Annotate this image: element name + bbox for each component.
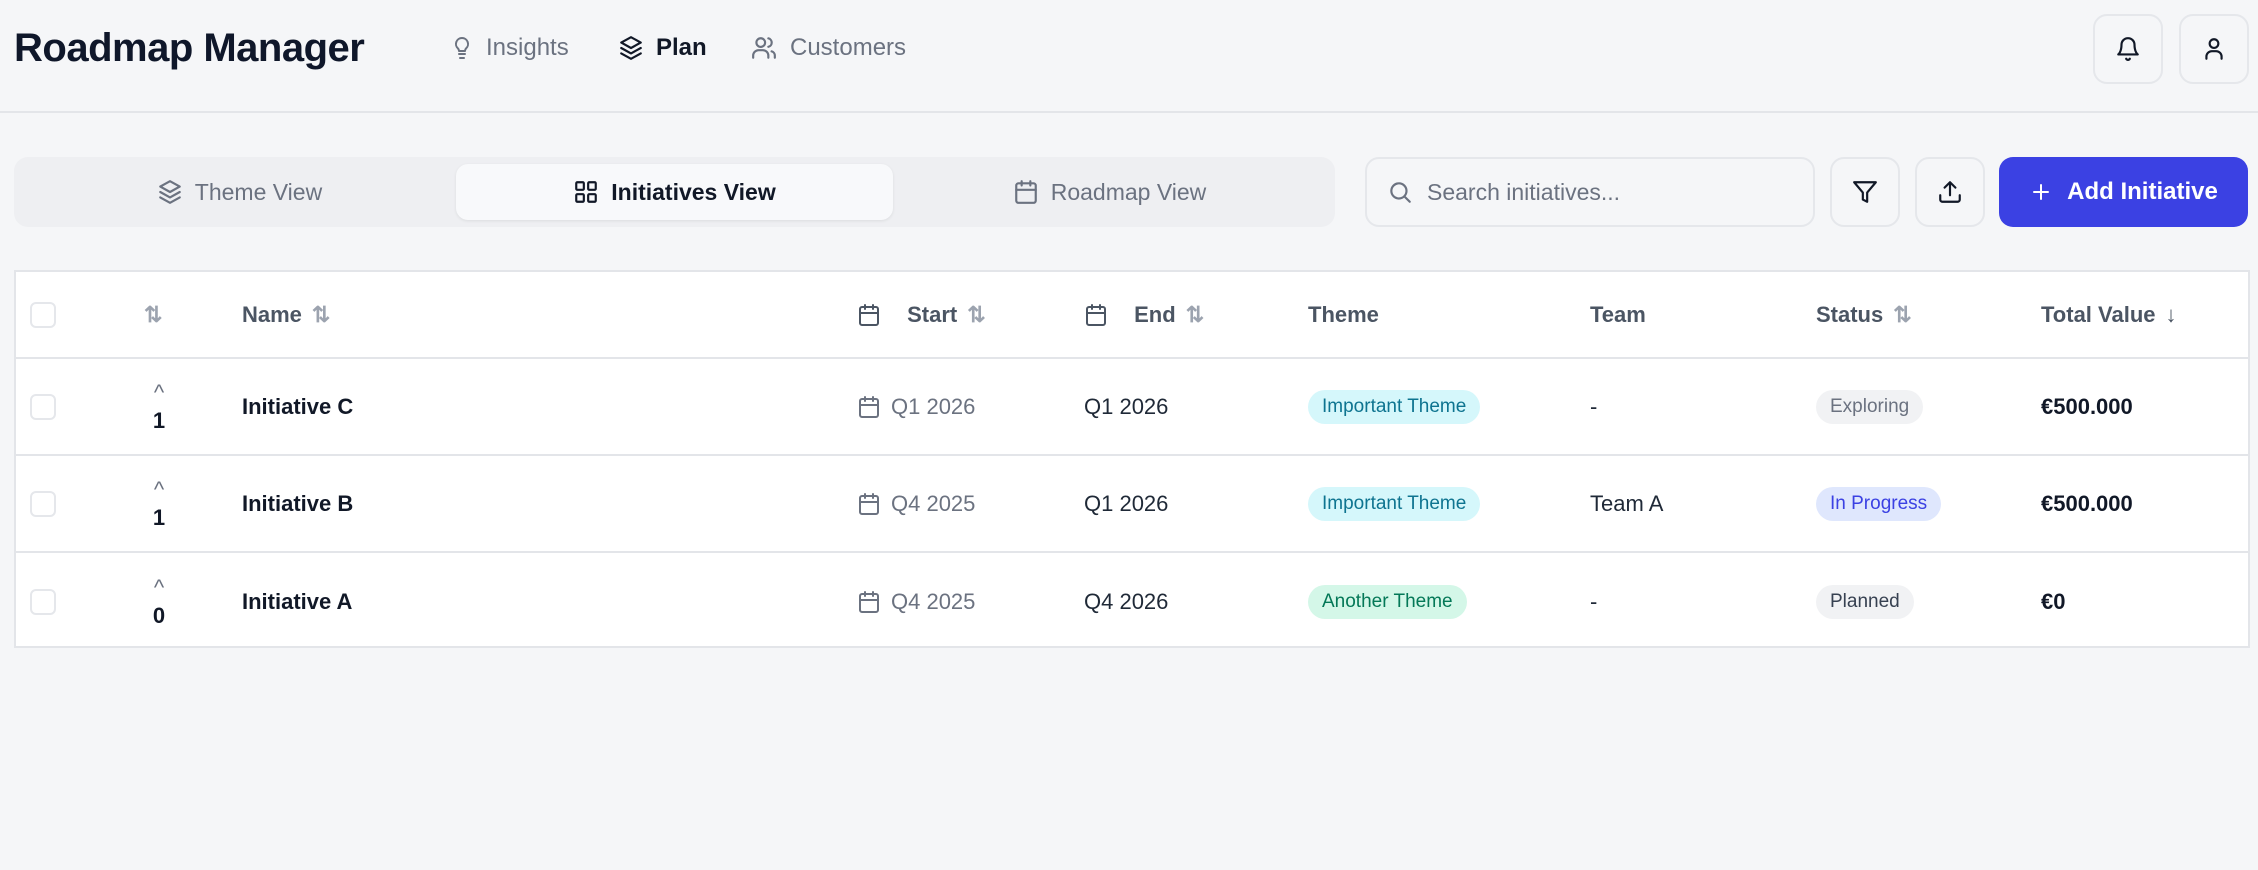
calendar-icon — [859, 492, 879, 515]
header-status[interactable]: Status ⇅ — [1816, 272, 1912, 357]
status-badge[interactable]: In Progress — [1816, 486, 1942, 521]
header-name[interactable]: Name ⇅ — [242, 272, 330, 357]
end-date[interactable]: Q4 2026 — [1084, 588, 1169, 614]
header-label: Status — [1816, 301, 1884, 327]
upload-icon — [1939, 181, 1961, 203]
vote-count: 1 — [152, 504, 166, 530]
nav-label: Insights — [486, 34, 569, 61]
theme-badge: Important Theme — [1308, 389, 1481, 424]
status-badge[interactable]: Exploring — [1816, 389, 1924, 424]
team: Team A — [1590, 490, 1664, 516]
header-label: Name — [242, 301, 302, 327]
table-row[interactable]: ^ 0 Initiative A Q4 2025 Q4 2026 Another … — [16, 553, 2248, 650]
start-date[interactable]: Q4 2025 — [891, 588, 976, 614]
table-row[interactable]: ^ 1 Initiative C Q1 2026 Q1 2026 Importan… — [16, 359, 2248, 456]
search-icon — [1390, 182, 1411, 203]
upvote-icon[interactable]: ^ — [153, 379, 165, 405]
header-label: Total Value — [2041, 301, 2156, 327]
calendar-icon — [1014, 180, 1037, 204]
top-header: Roadmap Manager Insights Plan Customers — [0, 0, 2258, 113]
sort-desc-icon[interactable]: ↓ — [2165, 301, 2177, 327]
total-value: €0 — [2041, 588, 2066, 614]
sort-icon[interactable]: ⇅ — [1893, 301, 1912, 327]
app-title: Roadmap Manager — [14, 26, 365, 70]
sort-icon[interactable]: ⇅ — [311, 301, 331, 327]
header-end[interactable]: End ⇅ — [1084, 272, 1204, 357]
team: - — [1590, 588, 1598, 614]
nav-insights[interactable]: Insights — [450, 34, 569, 62]
header-team: Team — [1590, 301, 1646, 327]
profile-button[interactable] — [2179, 14, 2249, 84]
end-date[interactable]: Q1 2026 — [1084, 393, 1169, 419]
add-initiative-label: Add Initiative — [2067, 178, 2218, 205]
total-value: €500.000 — [2041, 393, 2133, 419]
header-total-value[interactable]: Total Value ↓ — [2041, 272, 2177, 357]
header-label: Start — [907, 301, 958, 327]
nav-customers[interactable]: Customers — [750, 34, 906, 62]
nav-plan[interactable]: Plan — [618, 34, 707, 62]
sort-icon[interactable]: ⇅ — [967, 301, 986, 327]
tab-theme-view[interactable]: Theme View — [21, 164, 458, 220]
search-box — [1365, 157, 1815, 227]
filter-button[interactable] — [1830, 157, 1900, 227]
upvote-icon[interactable]: ^ — [153, 574, 165, 600]
lightbulb-icon — [454, 36, 470, 59]
header-start[interactable]: Start ⇅ — [857, 272, 986, 357]
team: - — [1590, 393, 1598, 419]
layers-icon — [158, 180, 181, 204]
notifications-button[interactable] — [2093, 14, 2163, 84]
plus-icon — [2033, 184, 2050, 200]
theme-badge: Another Theme — [1308, 584, 1467, 619]
table-row[interactable]: ^ 1 Initiative B Q4 2025 Q1 2026 Importan… — [16, 456, 2248, 553]
table-header-row: ⇅ Name ⇅ Start ⇅ End ⇅ Theme Team Status ⇅ T… — [16, 272, 2248, 359]
select-all-checkbox[interactable] — [30, 301, 56, 328]
initiatives-table: ⇅ Name ⇅ Start ⇅ End ⇅ Theme Team Status ⇅ T… — [14, 270, 2250, 648]
view-switcher: Theme View Initiatives View Roadmap View — [14, 157, 1335, 227]
initiative-name[interactable]: Initiative C — [242, 393, 354, 419]
tab-label: Theme View — [194, 178, 323, 205]
status-badge[interactable]: Planned — [1816, 584, 1914, 619]
nav-label: Plan — [656, 34, 707, 61]
row-checkbox[interactable] — [30, 393, 56, 420]
start-date[interactable]: Q4 2025 — [891, 490, 976, 516]
sort-icon[interactable]: ⇅ — [1185, 301, 1205, 327]
calendar-icon — [859, 590, 879, 613]
upvote-icon[interactable]: ^ — [153, 476, 165, 502]
initiative-name[interactable]: Initiative B — [242, 490, 354, 516]
search-input[interactable] — [1427, 178, 1787, 206]
user-icon — [2205, 38, 2223, 60]
filter-icon — [1853, 181, 1877, 203]
start-date[interactable]: Q1 2026 — [891, 393, 976, 419]
total-value: €500.000 — [2041, 490, 2133, 516]
bell-icon — [2117, 37, 2139, 61]
calendar-icon — [859, 395, 879, 418]
row-checkbox[interactable] — [30, 588, 56, 615]
row-checkbox[interactable] — [30, 490, 56, 517]
export-button[interactable] — [1915, 157, 1985, 227]
add-initiative-button[interactable]: Add Initiative — [1999, 157, 2248, 227]
tab-roadmap-view[interactable]: Roadmap View — [891, 164, 1328, 220]
calendar-icon — [1086, 303, 1106, 326]
vote-count: 1 — [152, 407, 166, 433]
users-icon — [752, 37, 776, 59]
header-theme: Theme — [1308, 301, 1379, 327]
end-date[interactable]: Q1 2026 — [1084, 490, 1169, 516]
sort-icon[interactable]: ⇅ — [144, 301, 163, 327]
vote-count: 0 — [152, 602, 166, 628]
layers-icon — [620, 36, 642, 60]
header-label: End — [1134, 301, 1176, 327]
tab-label: Roadmap View — [1050, 178, 1207, 205]
calendar-icon — [859, 303, 879, 326]
theme-badge: Important Theme — [1308, 486, 1481, 521]
grid-icon — [575, 181, 598, 203]
initiative-name[interactable]: Initiative A — [242, 588, 353, 614]
tab-initiatives-view[interactable]: Initiatives View — [456, 164, 893, 220]
tab-label: Initiatives View — [611, 178, 776, 205]
nav-label: Customers — [790, 34, 907, 61]
